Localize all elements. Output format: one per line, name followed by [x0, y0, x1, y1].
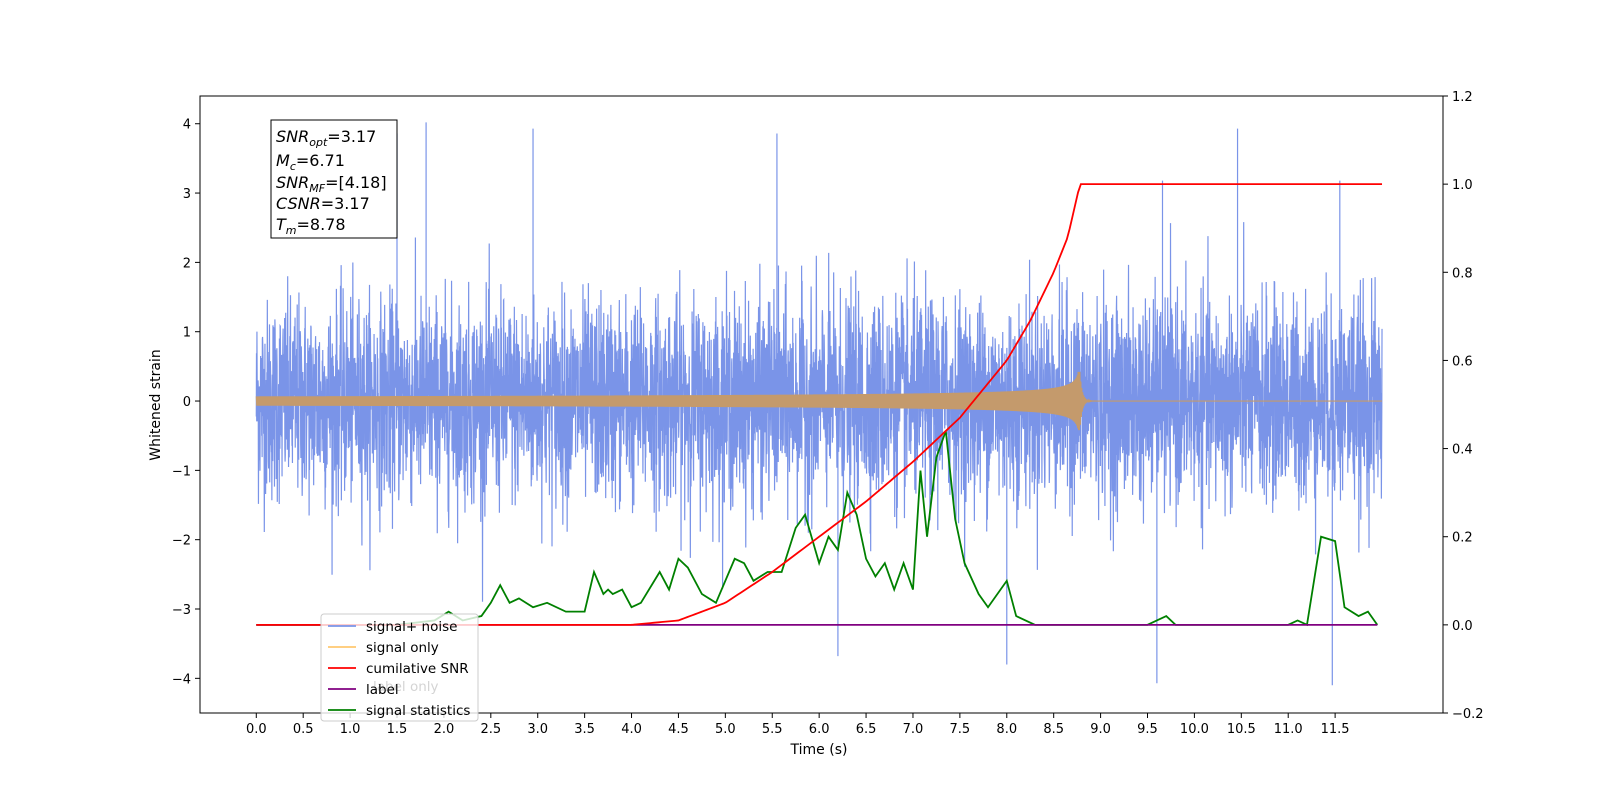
legend-label: signal+ noise [366, 619, 457, 635]
y2-tick-label: 0.4 [1452, 443, 1473, 458]
x-tick-label: 9.0 [1090, 722, 1111, 737]
legend-label: signal only [366, 640, 439, 656]
x-tick-label: 1.0 [340, 722, 361, 737]
y-tick-label: −4 [172, 672, 191, 687]
y2-tick-label: 1.0 [1452, 178, 1473, 193]
legend-label: label [366, 682, 399, 698]
x-axis: 0.0 0.5 1.0 1.5 2.0 2.5 3.0 3.5 4.0 4.5 5.0 5.5 6.0 6… [246, 713, 1350, 737]
info-line: Tm=8.78 [276, 215, 346, 237]
x-tick-label: 0.0 [246, 722, 267, 737]
info-value: =3.17 [327, 127, 376, 146]
info-line: SNRMF=[4.18] [276, 173, 387, 195]
info-value: =6.71 [296, 151, 345, 170]
y-tick-label: 2 [183, 256, 191, 271]
series-signal-noise [255, 122, 1383, 686]
x-tick-label: 11.5 [1321, 722, 1350, 737]
series-layer [255, 122, 1383, 686]
info-box: SNRopt=3.17Mc=6.71SNRMF=[4.18]CSNR=3.17T… [270, 119, 398, 239]
y-axis-right: 1.2 1.0 0.8 0.6 0.4 0.2 0.0 −0.2 [1443, 90, 1484, 722]
x-tick-label: 0.5 [293, 722, 314, 737]
info-box-frame [270, 119, 398, 239]
x-tick-label: 1.5 [387, 722, 408, 737]
y2-tick-label: 0.8 [1452, 266, 1473, 281]
legend-entries: signal+ noise signal only cumilative SNR la… [328, 619, 470, 719]
info-value: =3.17 [321, 194, 370, 213]
x-tick-label: 6.0 [809, 722, 830, 737]
x-tick-label: 5.0 [715, 722, 736, 737]
x-tick-label: 9.5 [1137, 722, 1158, 737]
x-tick-label: 4.0 [621, 722, 642, 737]
info-sub: m [286, 224, 297, 237]
x-tick-label: 5.5 [762, 722, 783, 737]
info-sub: MF [309, 182, 325, 195]
x-tick-label: 8.0 [996, 722, 1017, 737]
y-tick-label: 0 [183, 395, 191, 410]
info-line: Mc=6.71 [276, 151, 345, 173]
legend-label: cumilative SNR [366, 661, 469, 677]
y-tick-label: 3 [183, 187, 191, 202]
x-tick-label: 2.5 [480, 722, 501, 737]
y2-tick-label: 0.2 [1452, 531, 1473, 546]
y2-tick-label: 0.0 [1452, 619, 1473, 634]
info-sub: opt [309, 136, 328, 149]
x-tick-label: 8.5 [1043, 722, 1064, 737]
x-tick-label: 11.0 [1274, 722, 1303, 737]
info-value: =8.78 [297, 215, 346, 234]
y-tick-label: −3 [172, 603, 191, 618]
info-line: SNRopt=3.17 [276, 127, 376, 149]
info-sub: c [290, 160, 296, 173]
info-base: CSNR [276, 194, 321, 213]
y-axis-label: Whitened strain [148, 349, 164, 460]
legend-hidden-text: label only [373, 679, 439, 695]
series-signal-only [255, 371, 1383, 431]
info-value: =[4.18] [325, 173, 387, 192]
legend: label only signal+ noise signal only cumil… [320, 613, 479, 722]
y2-tick-label: −0.2 [1452, 707, 1484, 722]
y-tick-label: −1 [172, 464, 191, 479]
info-base: SNR [276, 127, 309, 146]
series-signal-statistics [256, 430, 1379, 627]
x-tick-label: 6.5 [856, 722, 877, 737]
info-box-lines: SNRopt=3.17Mc=6.71SNRMF=[4.18]CSNR=3.17T… [276, 127, 387, 237]
y-axis-left: 4 3 2 1 0 −1 −2 −3 −4 [172, 118, 200, 687]
info-line: CSNR=3.17 [276, 194, 370, 213]
x-tick-label: 10.0 [1180, 722, 1209, 737]
x-tick-label: 3.5 [574, 722, 595, 737]
info-base: SNR [276, 173, 309, 192]
legend-label: signal statistics [366, 703, 470, 719]
y2-tick-label: 1.2 [1452, 90, 1473, 105]
x-axis-label: Time (s) [790, 742, 848, 758]
x-tick-label: 10.5 [1227, 722, 1256, 737]
info-base: T [276, 215, 287, 234]
y-tick-label: 4 [183, 118, 191, 133]
x-tick-label: 2.0 [434, 722, 455, 737]
x-tick-label: 4.5 [668, 722, 689, 737]
y-tick-label: −2 [172, 534, 191, 549]
y2-tick-label: 0.6 [1452, 354, 1473, 369]
x-tick-label: 3.0 [527, 722, 548, 737]
info-base: M [276, 151, 290, 170]
plot-frame [199, 95, 1444, 714]
legend-frame [320, 613, 479, 722]
x-tick-label: 7.5 [950, 722, 971, 737]
x-tick-label: 7.0 [903, 722, 924, 737]
y-tick-label: 1 [183, 326, 191, 341]
